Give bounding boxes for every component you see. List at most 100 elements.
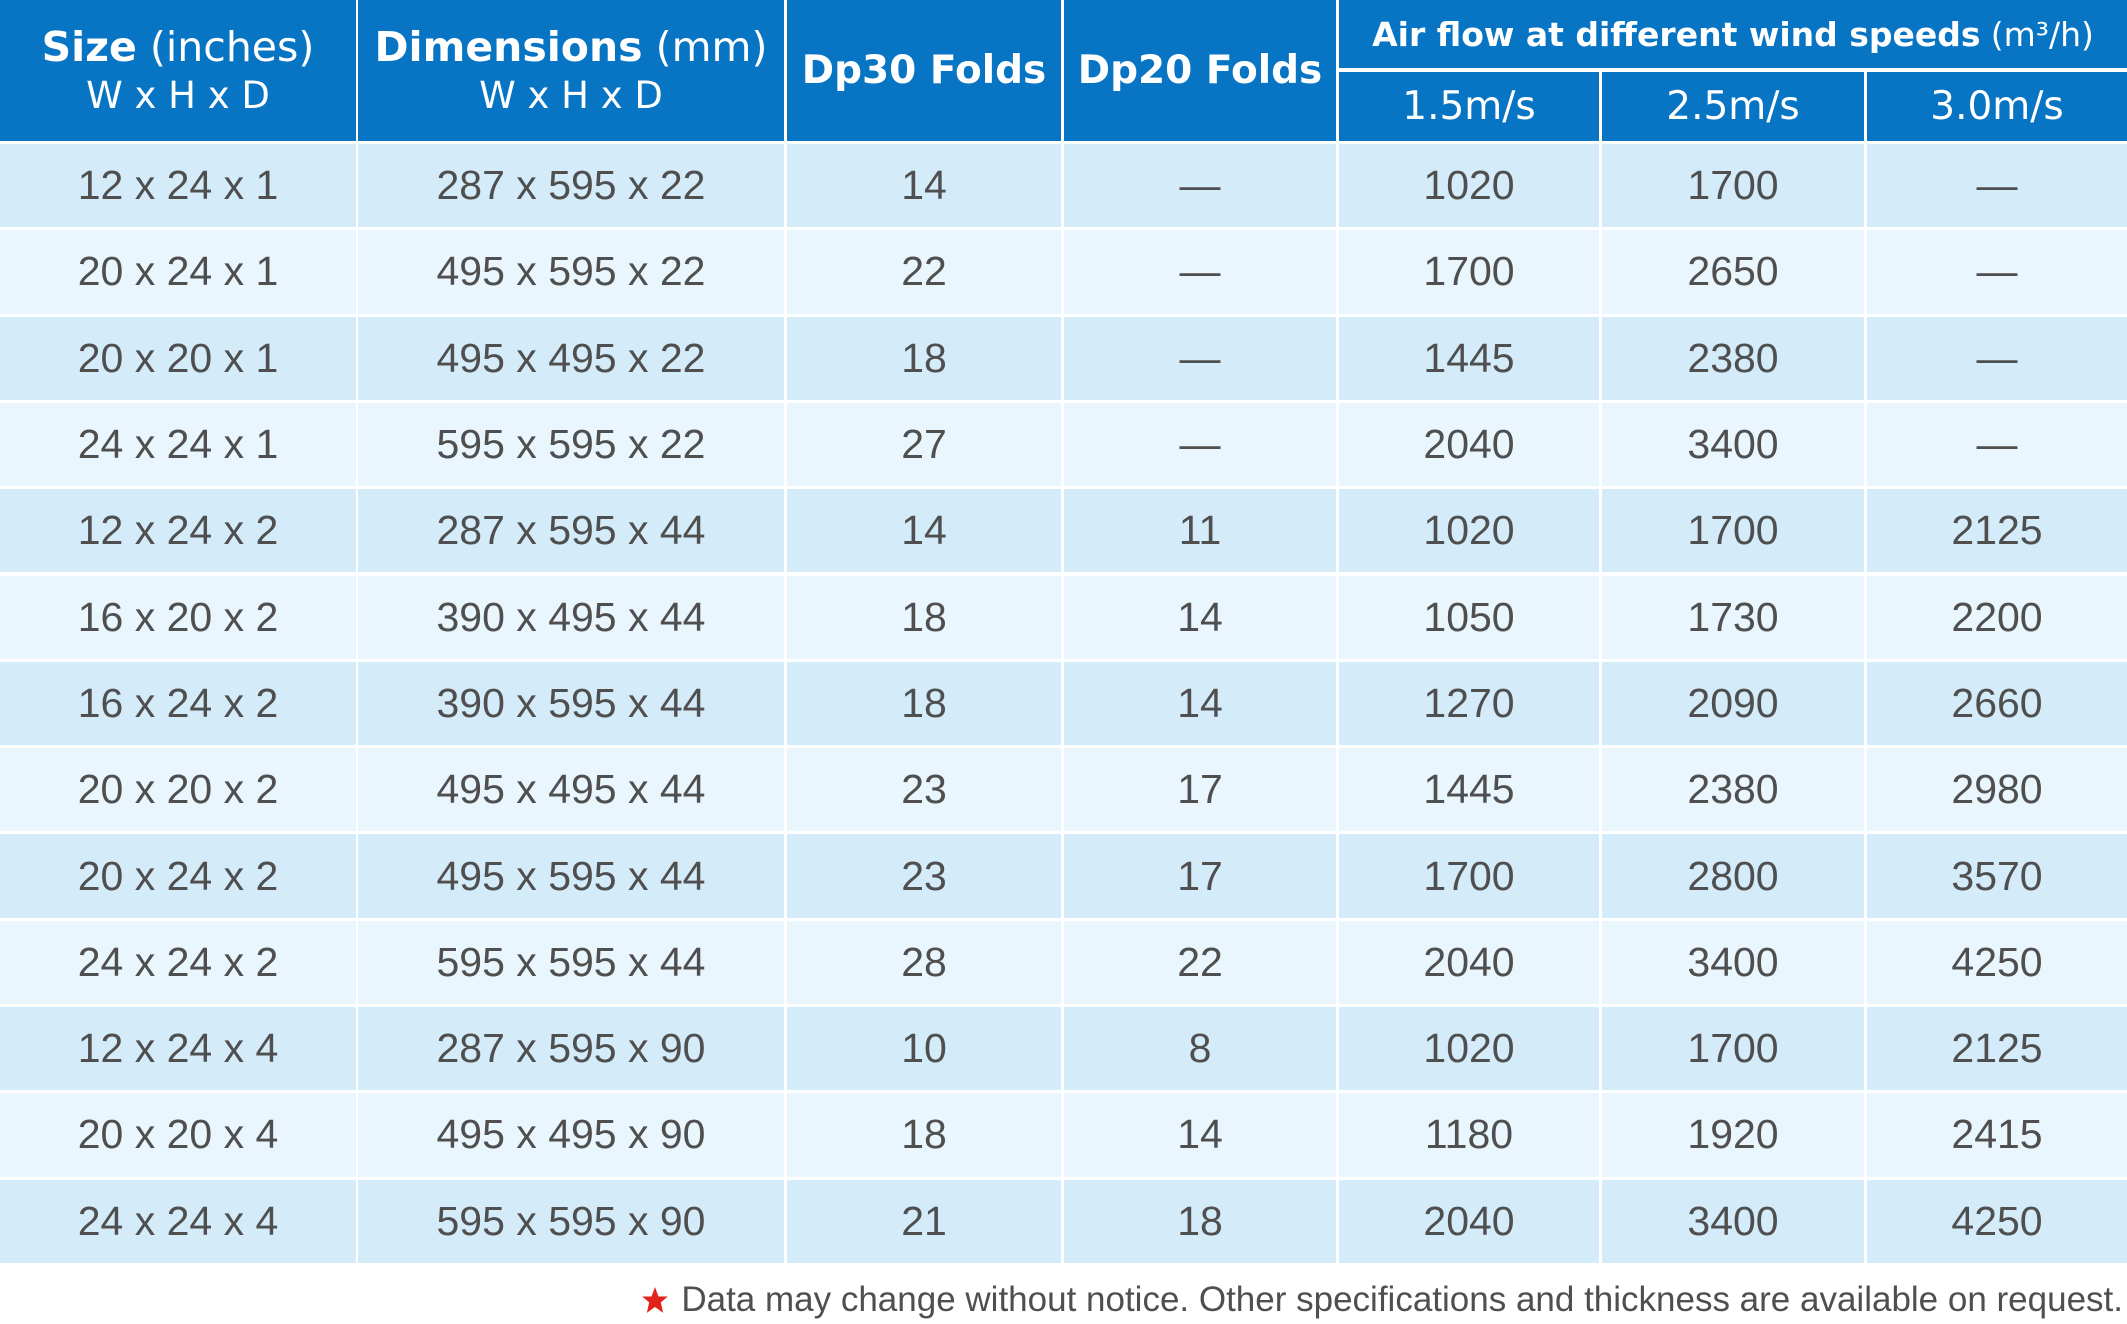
header-unit: (inches) [149,22,315,71]
header-cell: 2.5m/s [1602,72,1864,141]
cell-text: 3400 [1687,938,1779,985]
cell-text: 2650 [1687,248,1779,295]
table-cell: 18 [787,575,1061,659]
footer-note: Data may change without notice. Other sp… [681,1280,2123,1319]
cell-text: 18 [901,679,947,726]
table-cell: 2040 [1339,1179,1599,1263]
table-cell: — [1867,230,2127,314]
cell-text: 495 x 495 x 44 [436,766,706,813]
table-cell: 1445 [1339,748,1599,832]
cell-text: — [1976,162,2018,209]
table-cell: 390 x 495 x 44 [358,575,784,659]
table-cell: 24 x 24 x 4 [0,1179,356,1263]
cell-text: — [1179,162,1221,209]
table-cell: 14 [787,489,1061,573]
cell-text: 595 x 595 x 44 [436,938,706,985]
cell-text: 390 x 495 x 44 [436,593,706,640]
table-cell: 17 [1064,748,1336,832]
cell-text: 495 x 495 x 22 [436,334,706,381]
table-cell: 22 [787,230,1061,314]
table-cell: 2650 [1602,230,1864,314]
cell-text: — [1179,248,1221,295]
cell-text: 4250 [1951,938,2043,985]
table-cell: 16 x 24 x 2 [0,661,356,746]
table-cell: 14 [1064,1093,1336,1177]
cell-text: 24 x 24 x 2 [77,938,279,985]
cell-text: 20 x 20 x 4 [77,1111,279,1158]
table-cell: — [1064,144,1336,228]
table-cell: 18 [1064,1179,1336,1263]
table-cell: 3400 [1602,402,1864,487]
table-cell: 18 [787,1093,1061,1177]
cell-text: 18 [901,334,947,381]
table-cell: 18 [787,661,1061,746]
table-cell: 2660 [1867,661,2127,746]
header-label: Air flow at different wind speeds [1372,14,1981,54]
header-unit: (mm) [655,22,768,71]
table-cell: 14 [1064,575,1336,659]
header-speed: 1.5m/s [1402,84,1536,129]
table-cell: 2980 [1867,748,2127,832]
cell-text: 18 [901,593,947,640]
table-cell: 495 x 495 x 90 [358,1093,784,1177]
table-cell: 24 x 24 x 2 [0,920,356,1004]
cell-text: 14 [1177,1111,1223,1158]
cell-text: 17 [1177,852,1223,899]
cell-text: 495 x 595 x 22 [436,248,706,295]
cell-text: 20 x 24 x 1 [77,248,279,295]
cell-text: 27 [901,421,947,468]
table-cell: 2800 [1602,834,1864,918]
table-cell: 1445 [1339,316,1599,400]
header-cell: 3.0m/s [1867,72,2127,141]
header-label: Dp20 Folds [1077,48,1323,93]
cell-text: 2380 [1687,334,1779,381]
cell-text: 2800 [1687,852,1779,899]
table-cell: 495 x 495 x 22 [358,316,784,400]
header-label: Size [41,22,137,71]
table-cell: 1700 [1602,1007,1864,1091]
cell-text: 2415 [1951,1111,2043,1158]
cell-text: 1920 [1687,1111,1779,1158]
header-line: Size (inches) [42,22,315,72]
cell-text: 1700 [1687,507,1779,554]
cell-text: 22 [901,248,947,295]
cell-text: 1700 [1423,852,1515,899]
cell-text: 16 x 20 x 2 [77,593,279,640]
table-cell: 28 [787,920,1061,1004]
cell-text: 1020 [1423,1025,1515,1072]
table-cell: 495 x 595 x 44 [358,834,784,918]
table-cell: 12 x 24 x 4 [0,1007,356,1091]
cell-text: 1270 [1423,679,1515,726]
header-cell: 1.5m/s [1339,72,1599,141]
cell-text: 14 [1177,679,1223,726]
header-cell: Air flow at different wind speeds (m³/h) [1339,0,2127,68]
table-cell: 1700 [1339,230,1599,314]
table-cell: 4250 [1867,920,2127,1004]
table-cell: 23 [787,748,1061,832]
table-cell: — [1867,144,2127,228]
table-cell: 27 [787,402,1061,487]
cell-text: 595 x 595 x 22 [436,421,706,468]
cell-text: 12 x 24 x 2 [77,507,279,554]
table-cell: 17 [1064,834,1336,918]
table-cell: 20 x 20 x 1 [0,316,356,400]
cell-text: 3400 [1687,421,1779,468]
table-cell: 1920 [1602,1093,1864,1177]
table-cell: 3400 [1602,920,1864,1004]
table-cell: 21 [787,1179,1061,1263]
table-cell: 20 x 20 x 2 [0,748,356,832]
table-cell: 8 [1064,1007,1336,1091]
cell-text: 23 [901,766,947,813]
cell-text: 10 [901,1025,947,1072]
table-cell: 1020 [1339,144,1599,228]
table-cell: — [1064,316,1336,400]
table-cell: — [1867,402,2127,487]
header-unit: (m³/h) [1990,14,2094,54]
cell-text: 2040 [1423,421,1515,468]
table-cell: 2200 [1867,575,2127,659]
table-cell: — [1064,402,1336,487]
cell-text: 2090 [1687,679,1779,726]
cell-text: 390 x 595 x 44 [436,679,706,726]
table-cell: 16 x 20 x 2 [0,575,356,659]
table-cell: — [1867,316,2127,400]
